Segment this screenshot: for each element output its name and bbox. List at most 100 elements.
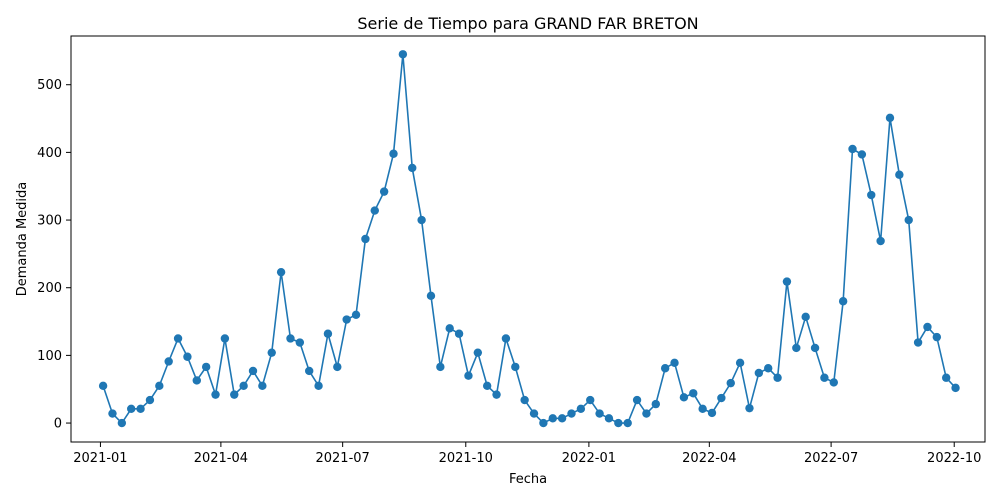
- data-point: [857, 150, 867, 159]
- y-axis-ticks: 0 100 200 300 400 500: [37, 78, 71, 432]
- data-point: [379, 187, 389, 196]
- data-point: [726, 378, 735, 388]
- data-point: [351, 310, 361, 319]
- data-point: [398, 50, 408, 59]
- data-point: [108, 409, 117, 418]
- data-point: [539, 418, 548, 428]
- y-axis-label: Demanda Medida: [15, 182, 30, 297]
- x-axis-label: Fecha: [509, 472, 547, 487]
- data-point: [820, 373, 829, 382]
- data-point: [829, 378, 838, 387]
- data-point: [801, 312, 810, 322]
- data-point: [679, 393, 689, 402]
- x-tick-label: 2022-04: [682, 451, 736, 466]
- data-point: [529, 409, 539, 418]
- data-point: [717, 393, 726, 403]
- data-point: [576, 404, 586, 414]
- data-point: [136, 404, 145, 414]
- data-point: [286, 334, 295, 343]
- y-tick-label: 500: [37, 78, 62, 93]
- data-point: [436, 362, 445, 372]
- data-point: [276, 267, 286, 277]
- data-point: [501, 334, 511, 343]
- data-point: [707, 408, 717, 418]
- data-point: [117, 418, 127, 428]
- data-point: [586, 395, 595, 405]
- data-point: [520, 395, 529, 405]
- x-tick-label: 2021-07: [315, 451, 369, 466]
- data-point: [848, 144, 857, 154]
- x-tick-label: 2022-10: [927, 451, 981, 466]
- data-point: [557, 414, 567, 423]
- plot-marks: [98, 50, 960, 428]
- data-point: [773, 373, 782, 382]
- data-point: [623, 418, 632, 428]
- data-point: [98, 381, 108, 391]
- data-point: [548, 414, 557, 423]
- data-point: [913, 338, 923, 347]
- data-point: [604, 414, 614, 423]
- data-point: [145, 395, 155, 405]
- data-point: [511, 362, 520, 372]
- data-point: [932, 332, 942, 342]
- data-point: [426, 291, 436, 301]
- data-point: [361, 234, 370, 244]
- data-point: [127, 404, 136, 414]
- x-tick-label: 2021-04: [194, 451, 248, 466]
- data-point: [473, 348, 483, 357]
- y-tick-label: 300: [37, 214, 62, 229]
- data-point: [670, 358, 679, 368]
- data-point: [614, 418, 623, 428]
- data-point: [745, 403, 754, 413]
- data-point: [239, 381, 248, 391]
- data-point: [632, 395, 642, 405]
- data-point: [792, 343, 801, 353]
- data-point: [333, 362, 342, 372]
- data-point: [651, 399, 660, 409]
- data-point: [389, 149, 398, 158]
- y-tick-label: 100: [37, 349, 62, 364]
- data-point: [305, 366, 314, 376]
- data-point: [417, 215, 426, 225]
- x-tick-label: 2022-01: [562, 451, 616, 466]
- chart-title: Serie de Tiempo para GRAND FAR BRETON: [357, 14, 698, 33]
- data-point: [445, 324, 454, 333]
- data-point: [482, 381, 492, 391]
- data-point: [810, 343, 820, 353]
- data-point: [867, 190, 876, 200]
- data-point: [689, 389, 698, 398]
- y-tick-label: 200: [37, 281, 62, 296]
- data-point: [164, 357, 173, 366]
- x-tick-label: 2021-01: [73, 451, 127, 466]
- data-point: [454, 329, 464, 338]
- data-point: [885, 113, 895, 123]
- y-tick-label: 400: [37, 146, 62, 161]
- data-point: [323, 329, 333, 338]
- data-point: [876, 236, 885, 246]
- data-point: [295, 338, 305, 347]
- data-point: [370, 206, 379, 215]
- data-point: [660, 364, 670, 373]
- data-point: [173, 334, 183, 343]
- data-point: [314, 381, 323, 391]
- data-point: [941, 373, 951, 382]
- data-point: [895, 170, 904, 179]
- plot-frame: [70, 35, 986, 443]
- data-point: [183, 352, 192, 361]
- data-point: [408, 163, 417, 173]
- data-point: [642, 409, 651, 418]
- data-point: [492, 390, 501, 399]
- data-point: [567, 409, 576, 418]
- data-point: [764, 364, 773, 373]
- x-tick-label: 2022-07: [804, 451, 858, 466]
- data-point: [155, 381, 164, 391]
- data-point: [342, 315, 351, 324]
- data-point: [258, 381, 267, 391]
- data-point: [464, 371, 473, 380]
- data-point: [698, 404, 707, 414]
- data-point: [923, 322, 932, 332]
- data-point: [782, 277, 792, 286]
- data-point: [192, 376, 201, 385]
